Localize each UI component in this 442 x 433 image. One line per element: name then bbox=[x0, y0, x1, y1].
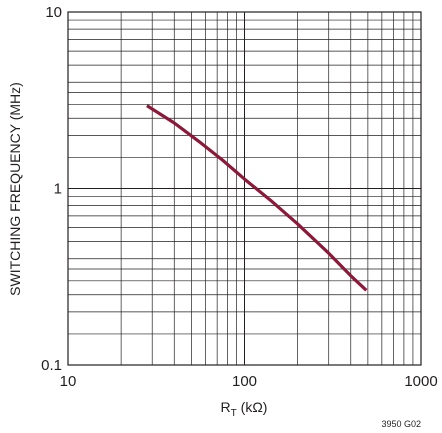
grid bbox=[68, 12, 421, 365]
x-axis-title-main: R bbox=[221, 399, 231, 415]
x-axis-title-subscript: T bbox=[231, 408, 237, 419]
y-tick-label: 0.1 bbox=[41, 357, 62, 374]
x-tick-label: 100 bbox=[232, 373, 257, 390]
y-tick-labels: 0.1 1 10 bbox=[41, 4, 62, 374]
x-tick-label: 10 bbox=[60, 373, 77, 390]
y-axis-title: SWITCHING FREQUENCY (MHz) bbox=[7, 82, 23, 296]
series-line bbox=[146, 104, 368, 292]
x-tick-label: 1000 bbox=[404, 373, 437, 390]
x-axis-title-unit: (kΩ) bbox=[237, 399, 268, 415]
x-axis-title: RT (kΩ) bbox=[221, 399, 268, 419]
plot-frame bbox=[67, 11, 422, 366]
figure-id: 3950 G02 bbox=[381, 419, 421, 429]
x-tick-labels: 10 100 1000 bbox=[60, 373, 438, 390]
series-group bbox=[146, 104, 368, 292]
y-tick-label: 1 bbox=[54, 181, 62, 198]
y-tick-label: 10 bbox=[45, 4, 62, 21]
